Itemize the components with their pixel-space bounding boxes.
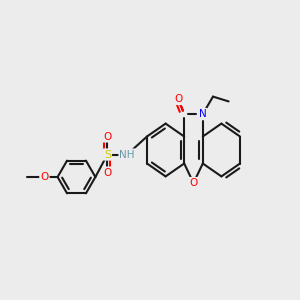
Text: O: O — [103, 167, 112, 178]
Text: NH: NH — [119, 149, 135, 160]
Text: O: O — [189, 178, 198, 188]
Text: S: S — [104, 149, 111, 160]
Text: O: O — [174, 94, 182, 104]
Text: O: O — [40, 172, 49, 182]
Text: N: N — [199, 109, 207, 119]
Text: O: O — [103, 131, 112, 142]
